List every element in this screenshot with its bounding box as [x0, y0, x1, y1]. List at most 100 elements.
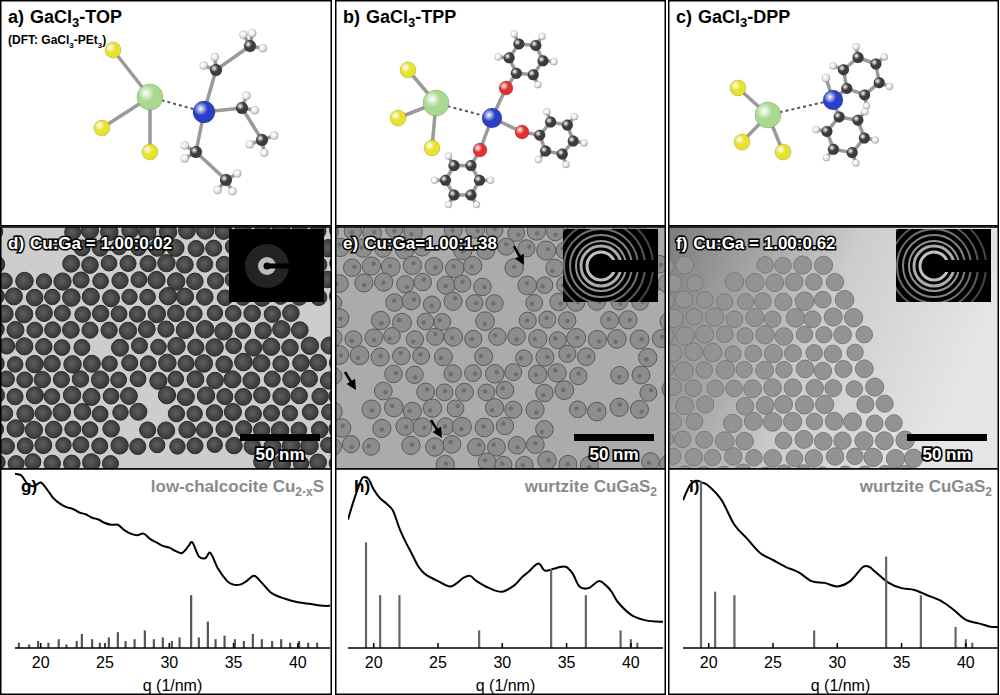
nanoparticle: [130, 371, 146, 387]
atom: [530, 40, 541, 51]
nanoparticle: [176, 321, 193, 338]
nanoparticle: [526, 401, 544, 419]
particle-texture: [491, 443, 495, 447]
text-run: GaCl: [698, 7, 740, 27]
nanoparticle: [7, 420, 24, 437]
nanoparticle: [301, 370, 318, 387]
nanoparticle: [475, 348, 493, 366]
nanoparticle: [140, 356, 156, 372]
nanoparticle: [536, 421, 554, 439]
nanoparticle: [436, 384, 453, 401]
diffraction-curve: [348, 477, 663, 622]
atom: [734, 134, 750, 150]
scale-bar-label: 50 nm: [255, 445, 304, 464]
nanoparticle: [216, 356, 233, 373]
text-run: -TPP: [415, 7, 456, 27]
text-run: ): [102, 33, 106, 47]
subscript: 3: [408, 15, 415, 30]
nanoparticle: [725, 346, 741, 362]
nanoparticle: [725, 273, 743, 291]
nanoparticle: [436, 455, 454, 469]
nanoparticle: [355, 274, 373, 292]
particle-texture: [422, 320, 426, 324]
particle-texture: [433, 332, 437, 336]
nanoparticle: [396, 417, 414, 435]
atom: [181, 155, 189, 163]
composition-label: f)Cu:Ga = 1.00:0.62: [676, 234, 836, 253]
particle-texture: [495, 370, 499, 374]
particle-texture: [553, 336, 557, 340]
atom: [859, 89, 870, 100]
x-tick: [40, 643, 42, 648]
particle-texture: [428, 408, 432, 412]
nanoparticle: [547, 227, 564, 241]
reference-stick: [58, 639, 60, 648]
nanoparticle: [630, 400, 648, 418]
x-tick: [901, 643, 903, 648]
nanoparticle: [63, 386, 80, 403]
nanoparticle: [577, 348, 595, 366]
nanoparticle: [215, 323, 233, 341]
nanoparticle: [0, 305, 13, 322]
particle-texture: [390, 404, 394, 408]
nanoparticle: [282, 406, 297, 421]
nanoparticle: [345, 331, 362, 348]
atom: [210, 64, 222, 76]
nanoparticle: [527, 227, 546, 240]
text-run: (DFT: GaCl: [8, 33, 69, 47]
beam-stopper: [934, 260, 991, 272]
reference-stick: [190, 595, 192, 648]
particle-texture: [638, 374, 642, 378]
particle-texture: [533, 441, 537, 445]
nanoparticle: [0, 438, 14, 454]
reference-stick: [971, 643, 973, 648]
nanoparticle: [866, 415, 883, 432]
nanoparticle: [775, 432, 792, 449]
nanoparticle: [403, 256, 421, 274]
nanoparticle: [235, 323, 251, 339]
nanoparticle: [529, 330, 547, 348]
x-axis: [15, 647, 330, 649]
x-tick-label: 30: [160, 654, 178, 671]
nanoparticle: [846, 381, 862, 397]
nanoparticle: [235, 389, 252, 406]
nanoparticle: [588, 330, 606, 348]
particle-texture: [493, 333, 497, 337]
diffraction-curve: [15, 474, 330, 606]
nanoparticle: [75, 307, 91, 323]
particle-texture: [597, 408, 601, 412]
nanoparticle: [611, 367, 629, 385]
panel-frame: [1, 469, 332, 694]
x-tick: [373, 643, 375, 648]
nanoparticle: [505, 364, 522, 381]
nanoparticle: [516, 350, 533, 367]
nanoparticle: [310, 454, 327, 469]
nanoparticle: [856, 326, 873, 343]
particle-texture: [530, 302, 534, 306]
atom: [181, 142, 189, 150]
nanoparticle: [168, 305, 185, 322]
atom: [449, 190, 460, 201]
nanoparticle: [744, 380, 762, 398]
tem-image: [0, 227, 332, 469]
nanoparticle: [206, 339, 223, 356]
nanoparticle: [82, 288, 99, 305]
particle-texture: [432, 445, 436, 449]
atom: [445, 153, 452, 160]
text-run: Cu:Ga = 1.00:0.02: [30, 234, 172, 253]
nanoparticle: [508, 437, 526, 455]
nanoparticle: [362, 400, 381, 419]
nanoparticle: [103, 388, 119, 404]
plot-area: [683, 481, 998, 648]
nanoparticle: [816, 327, 832, 343]
nanoparticle: [26, 289, 43, 306]
x-tick-label: 30: [493, 654, 511, 671]
nanoparticle: [834, 326, 852, 344]
nanoparticle: [776, 361, 792, 377]
text-run: S: [313, 477, 324, 496]
nanoparticle: [226, 338, 242, 354]
particle-texture: [533, 337, 537, 341]
nanoparticle: [668, 275, 682, 292]
particle-texture: [566, 354, 570, 358]
x-tick: [566, 643, 568, 648]
